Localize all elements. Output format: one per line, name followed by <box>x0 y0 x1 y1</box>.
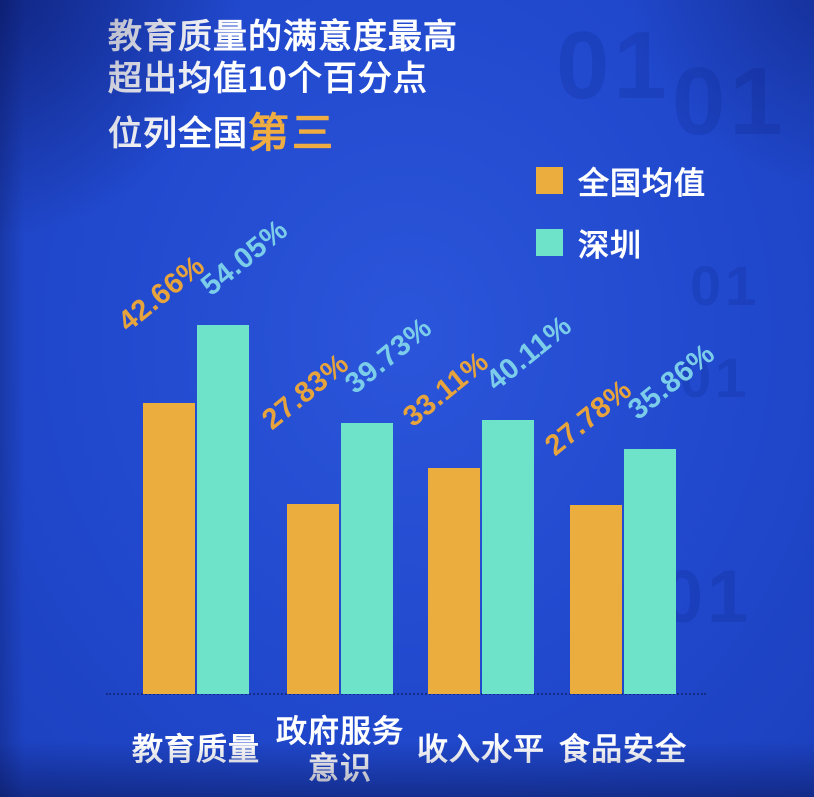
legend-item-national-average: 全国均值 <box>536 158 706 203</box>
category-label: 政府服务 意识 <box>276 713 404 786</box>
background-digits: 01 <box>680 346 751 409</box>
background-digits: 01 <box>556 12 671 119</box>
value-label-shenzhen: 54.05% <box>195 213 295 303</box>
category-label: 教育质量 <box>132 732 260 768</box>
title-line-3: 位列全国第三 <box>108 111 458 156</box>
title-line-3-prefix: 位列全国 <box>108 115 248 153</box>
category-label: 收入水平 <box>417 732 545 768</box>
title-line-1: 教育质量的满意度最高 <box>108 18 458 56</box>
legend: 全国均值 深圳 <box>536 158 706 282</box>
x-axis-line <box>106 693 706 695</box>
category-label: 食品安全 <box>559 732 687 768</box>
legend-label-national-average: 全国均值 <box>578 166 706 201</box>
bar-shenzhen <box>624 449 676 694</box>
chart-title: 教育质量的满意度最高 超出均值10个百分点 位列全国第三 <box>108 16 458 156</box>
bar-national-average <box>287 504 339 694</box>
bar-national-average <box>570 505 622 694</box>
legend-item-shenzhen: 深圳 <box>536 220 706 265</box>
title-line-2: 超出均值10个百分点 <box>108 60 428 98</box>
background-digits: 01 <box>672 48 787 155</box>
bar-national-average <box>143 403 195 694</box>
legend-swatch-national-average-icon <box>536 167 563 194</box>
bar-shenzhen <box>197 325 249 694</box>
legend-swatch-shenzhen-icon <box>536 229 563 256</box>
bar-national-average <box>428 468 480 694</box>
legend-label-shenzhen: 深圳 <box>578 228 642 263</box>
bar-shenzhen <box>482 420 534 694</box>
background-digits: 01 <box>662 555 753 638</box>
background-digits: 01 <box>690 254 761 317</box>
value-label-shenzhen: 35.86% <box>622 337 722 427</box>
title-rank-highlight: 第三 <box>248 110 336 156</box>
value-label-shenzhen: 40.11% <box>480 309 578 398</box>
bar-shenzhen <box>341 423 393 694</box>
